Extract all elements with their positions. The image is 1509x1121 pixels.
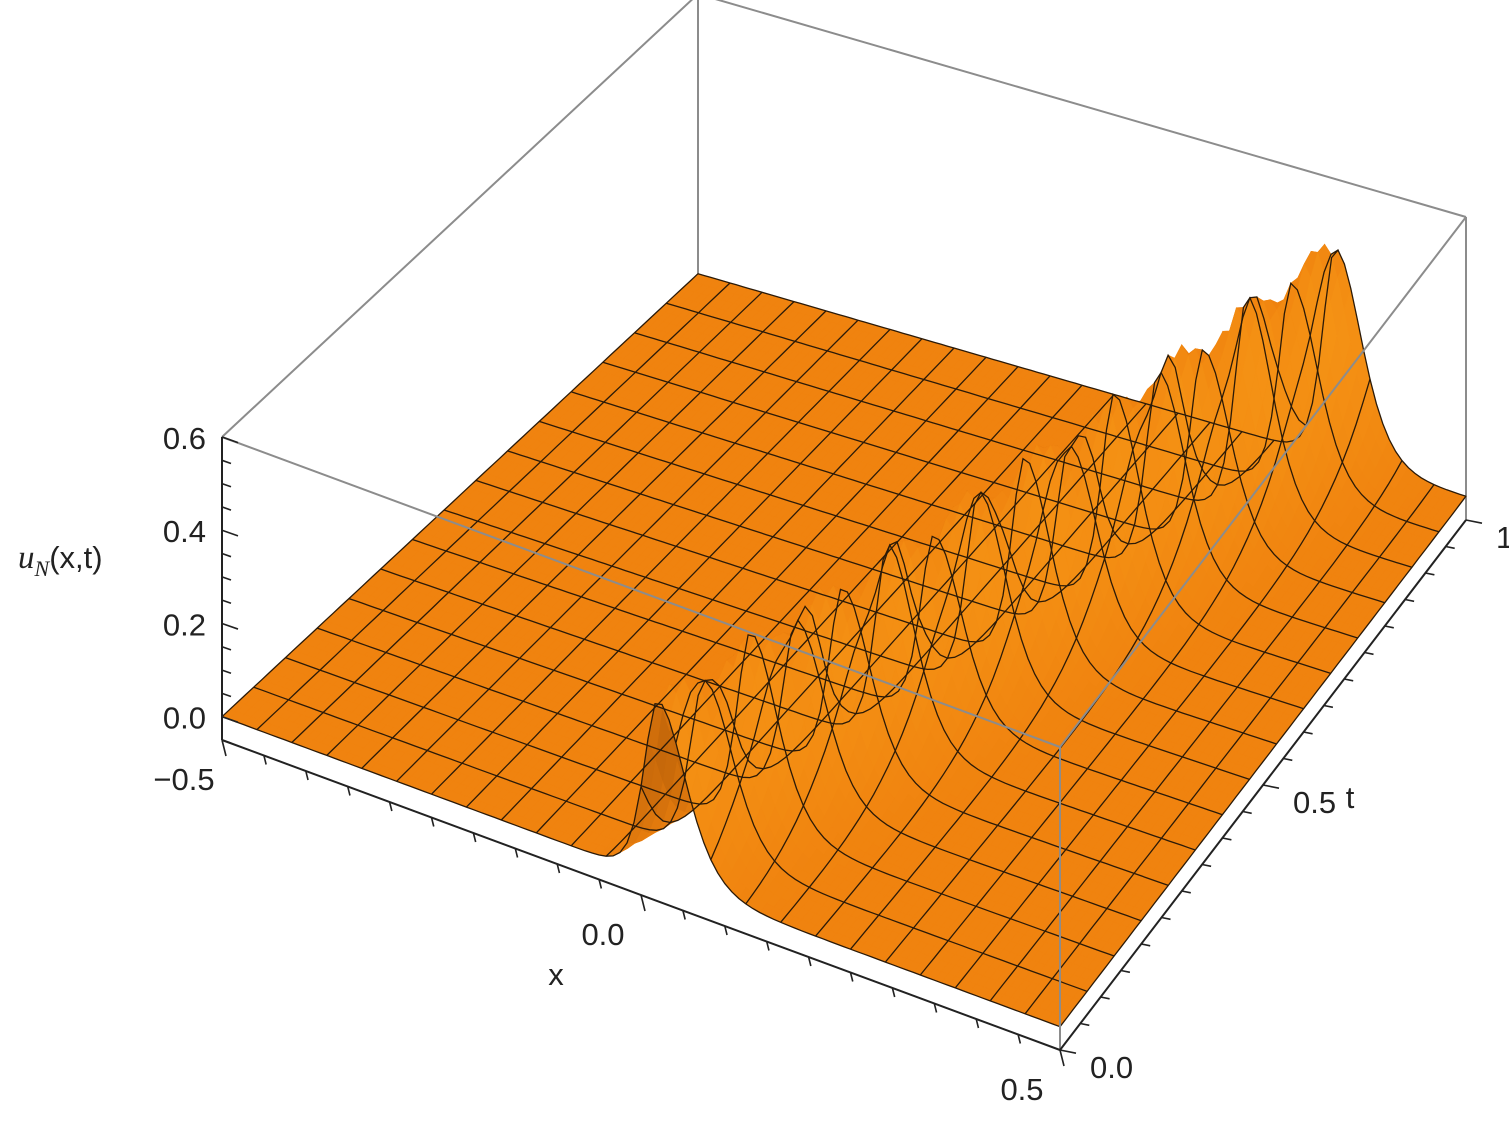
solution-surface — [221, 243, 1467, 1028]
box-edge — [715, 0, 1467, 218]
box-edge — [221, 0, 694, 438]
